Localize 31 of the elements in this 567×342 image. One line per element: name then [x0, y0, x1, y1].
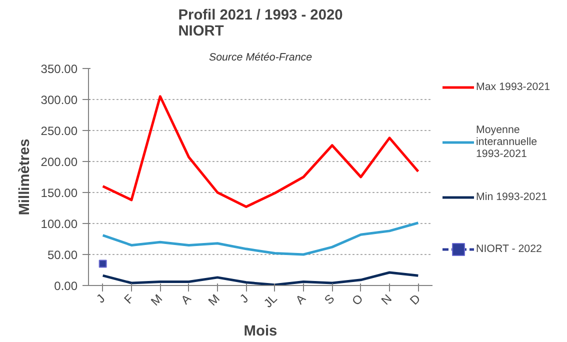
line-series	[102, 271, 420, 286]
y-tick-label: 100.00	[40, 217, 78, 231]
x-tick-label: M	[205, 292, 222, 309]
legend-label: Moyenne interannuelle 1993-2021	[476, 124, 538, 160]
x-tick-label: F	[121, 292, 136, 307]
x-tick-label: D	[407, 291, 424, 308]
x-tick-label: O	[349, 292, 366, 308]
line-series	[102, 95, 420, 208]
y-tick-label: 350.00	[40, 62, 78, 76]
y-tick-label: 50.00	[47, 248, 78, 262]
x-tick-label: J	[236, 292, 252, 306]
y-tick-label: 250.00	[40, 124, 78, 138]
x-tick-label: N	[378, 292, 394, 308]
y-tick-label: 0.00	[54, 279, 78, 293]
y-tick-label: 150.00	[40, 186, 78, 200]
y-axis-title: Millimètres	[16, 138, 33, 216]
x-axis-title: Mois	[244, 323, 278, 340]
x-tick-label: M	[148, 292, 166, 309]
x-tick-label: A	[178, 292, 194, 308]
chart-title: Profil 2021 / 1993 - 2020 NIORT	[178, 8, 343, 40]
x-tick-label: J	[94, 292, 108, 306]
legend-label: Max 1993-2021	[476, 80, 550, 95]
legend-label: NIORT - 2022	[476, 242, 542, 257]
y-tick-label: 200.00	[40, 155, 78, 169]
y-tick-label: 300.00	[40, 93, 78, 107]
line-series	[102, 222, 420, 256]
x-tick-label: A	[292, 292, 308, 308]
legend-label: Min 1993-2021	[476, 190, 548, 205]
x-tick-label: JL	[260, 291, 280, 310]
source-note: Source Météo-France	[208, 52, 312, 64]
x-tick-label: S	[322, 292, 338, 308]
